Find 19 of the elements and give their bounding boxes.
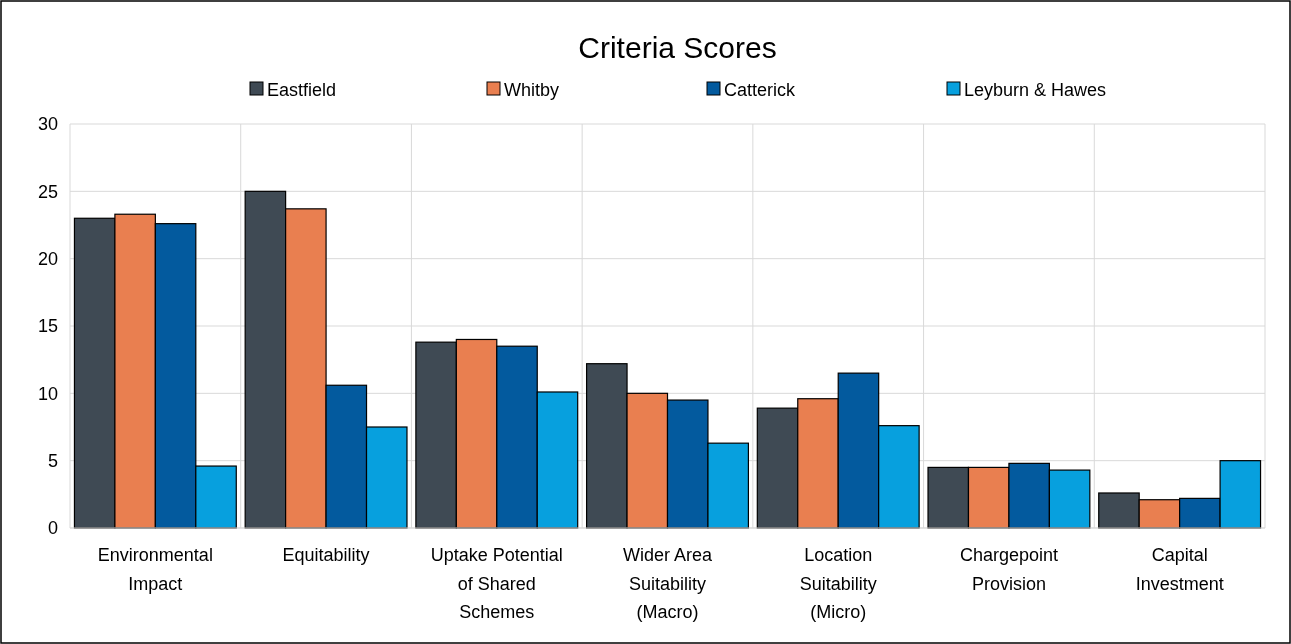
x-tick-label: Wider Area Suitability (Macro) (622, 544, 713, 623)
legend-label: Leyburn & Hawes (964, 80, 1107, 100)
x-tick-label: Uptake Potential of Shared Schemes (430, 544, 563, 623)
y-tick-label: 15 (37, 316, 58, 337)
x-tick-label: Chargepoint Provision (959, 544, 1058, 594)
x-tick-label: Environmental Impact (97, 544, 213, 594)
x-tick-label: Capital Investment (1135, 544, 1224, 594)
y-tick-label: 30 (37, 114, 58, 135)
legend-label: Catterick (724, 80, 797, 100)
legend-label: Whitby (504, 80, 560, 100)
y-tick-label: 20 (37, 248, 58, 269)
y-tick-label: 25 (37, 181, 58, 202)
y-tick-label: 0 (47, 518, 58, 539)
legend-label: Eastfield (267, 80, 337, 100)
y-tick-label: 10 (37, 383, 58, 404)
x-tick-label: Equitability (282, 544, 370, 565)
y-tick-label: 5 (47, 450, 58, 471)
x-tick-label: Location Suitability (Micro) (799, 544, 877, 623)
chart-title: Criteria Scores (578, 31, 777, 64)
